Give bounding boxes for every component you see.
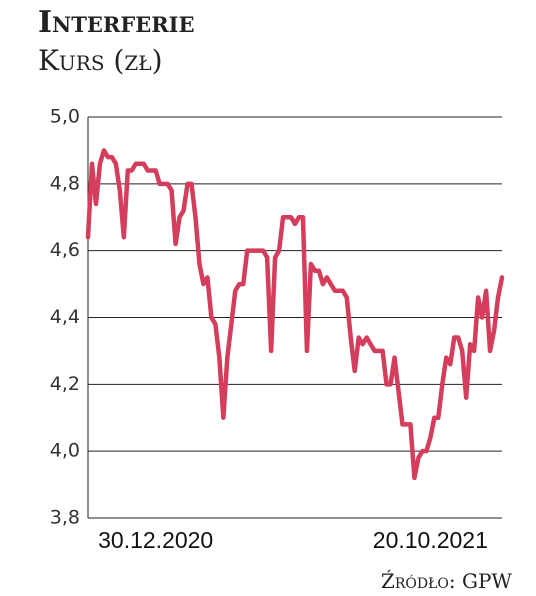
x-tick-label: 20.10.2021 xyxy=(373,527,488,553)
chart-title: Interferie xyxy=(38,5,195,40)
y-tick-label: 3,8 xyxy=(50,507,80,529)
y-tick-label: 5,0 xyxy=(50,106,80,128)
y-tick-label: 4,8 xyxy=(50,172,80,194)
y-tick-label: 4,0 xyxy=(50,440,80,462)
y-tick-label: 4,4 xyxy=(50,306,80,328)
x-tick-label: 30.12.2020 xyxy=(98,527,213,553)
chart-subtitle: Kurs (zł) xyxy=(38,44,163,77)
y-tick-label: 4,2 xyxy=(50,373,80,395)
y-tick-label: 4,6 xyxy=(50,239,80,261)
source: Źródło: GPW xyxy=(381,569,513,593)
line xyxy=(85,148,505,481)
